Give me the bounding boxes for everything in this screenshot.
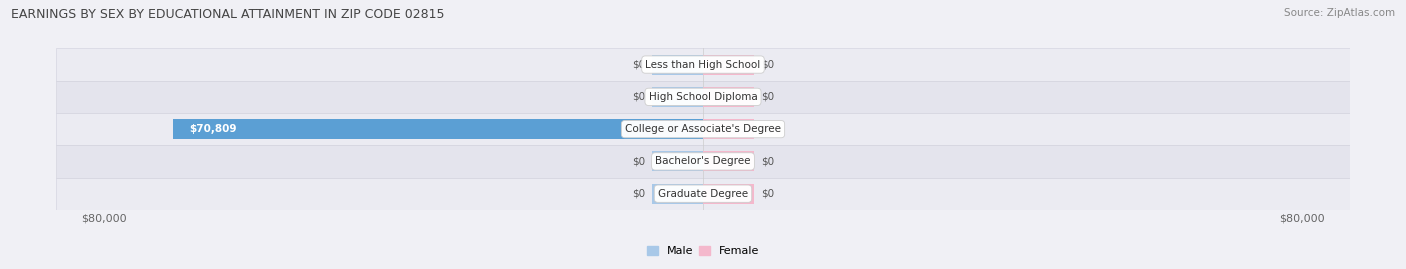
Bar <box>652 87 703 107</box>
Bar <box>652 151 703 171</box>
Text: $0: $0 <box>631 156 645 167</box>
Text: $0: $0 <box>761 124 775 134</box>
Text: Bachelor's Degree: Bachelor's Degree <box>655 156 751 167</box>
Text: $0: $0 <box>631 59 645 70</box>
Bar <box>56 145 1350 178</box>
Bar <box>703 87 754 107</box>
Bar <box>652 55 703 75</box>
Text: $0: $0 <box>631 189 645 199</box>
Bar <box>703 55 754 75</box>
Bar <box>56 48 1350 81</box>
Bar <box>56 113 1350 145</box>
Text: $0: $0 <box>761 59 775 70</box>
Bar <box>703 151 754 171</box>
Bar <box>56 178 1350 210</box>
Text: Graduate Degree: Graduate Degree <box>658 189 748 199</box>
Text: $0: $0 <box>761 156 775 167</box>
Bar <box>703 184 754 204</box>
Text: Source: ZipAtlas.com: Source: ZipAtlas.com <box>1284 8 1395 18</box>
Text: High School Diploma: High School Diploma <box>648 92 758 102</box>
Text: Less than High School: Less than High School <box>645 59 761 70</box>
Text: College or Associate's Degree: College or Associate's Degree <box>626 124 780 134</box>
Text: $0: $0 <box>761 92 775 102</box>
Bar <box>703 119 754 139</box>
Bar <box>652 184 703 204</box>
Legend: Male, Female: Male, Female <box>643 241 763 261</box>
Bar <box>56 81 1350 113</box>
Text: EARNINGS BY SEX BY EDUCATIONAL ATTAINMENT IN ZIP CODE 02815: EARNINGS BY SEX BY EDUCATIONAL ATTAINMEN… <box>11 8 444 21</box>
Text: $0: $0 <box>631 92 645 102</box>
Text: $70,809: $70,809 <box>188 124 236 134</box>
Text: $0: $0 <box>761 189 775 199</box>
Bar <box>173 119 703 139</box>
